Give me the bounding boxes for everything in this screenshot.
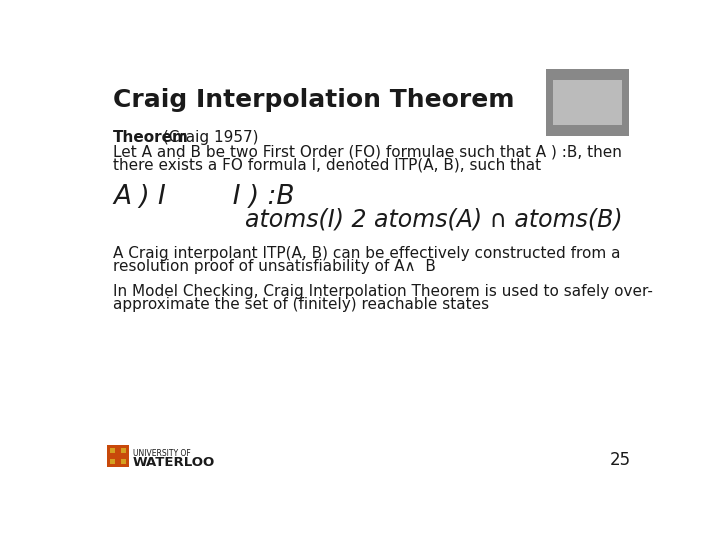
Text: A Craig interpolant ITP(A, B) can be effectively constructed from a: A Craig interpolant ITP(A, B) can be eff… xyxy=(113,246,621,261)
Text: A ) I        I ) :B: A ) I I ) :B xyxy=(113,184,294,210)
FancyBboxPatch shape xyxy=(110,453,126,459)
FancyBboxPatch shape xyxy=(110,448,126,464)
Text: approximate the set of (finitely) reachable states: approximate the set of (finitely) reacha… xyxy=(113,298,490,312)
FancyBboxPatch shape xyxy=(107,445,129,467)
Text: resolution proof of unsatisfiability of A∧  B: resolution proof of unsatisfiability of … xyxy=(113,259,436,274)
Text: UNIVERSITY OF: UNIVERSITY OF xyxy=(132,449,190,458)
Text: there exists a FO formula I, denoted ITP(A, B), such that: there exists a FO formula I, denoted ITP… xyxy=(113,157,541,172)
Text: Craig Interpolation Theorem: Craig Interpolation Theorem xyxy=(113,88,515,112)
FancyBboxPatch shape xyxy=(546,69,629,137)
Text: atoms(I) 2 atoms(A) ∩ atoms(B): atoms(I) 2 atoms(A) ∩ atoms(B) xyxy=(245,207,623,231)
Text: (Craig 1957): (Craig 1957) xyxy=(158,130,258,145)
Text: In Model Checking, Craig Interpolation Theorem is used to safely over-: In Model Checking, Craig Interpolation T… xyxy=(113,284,653,299)
FancyBboxPatch shape xyxy=(554,80,621,125)
Text: Let A and B be two First Order (FO) formulae such that A ) :B, then: Let A and B be two First Order (FO) form… xyxy=(113,144,622,159)
FancyBboxPatch shape xyxy=(114,448,121,464)
Text: 25: 25 xyxy=(610,451,631,469)
Text: WATERLOO: WATERLOO xyxy=(132,456,215,469)
Text: Theorem: Theorem xyxy=(113,130,189,145)
